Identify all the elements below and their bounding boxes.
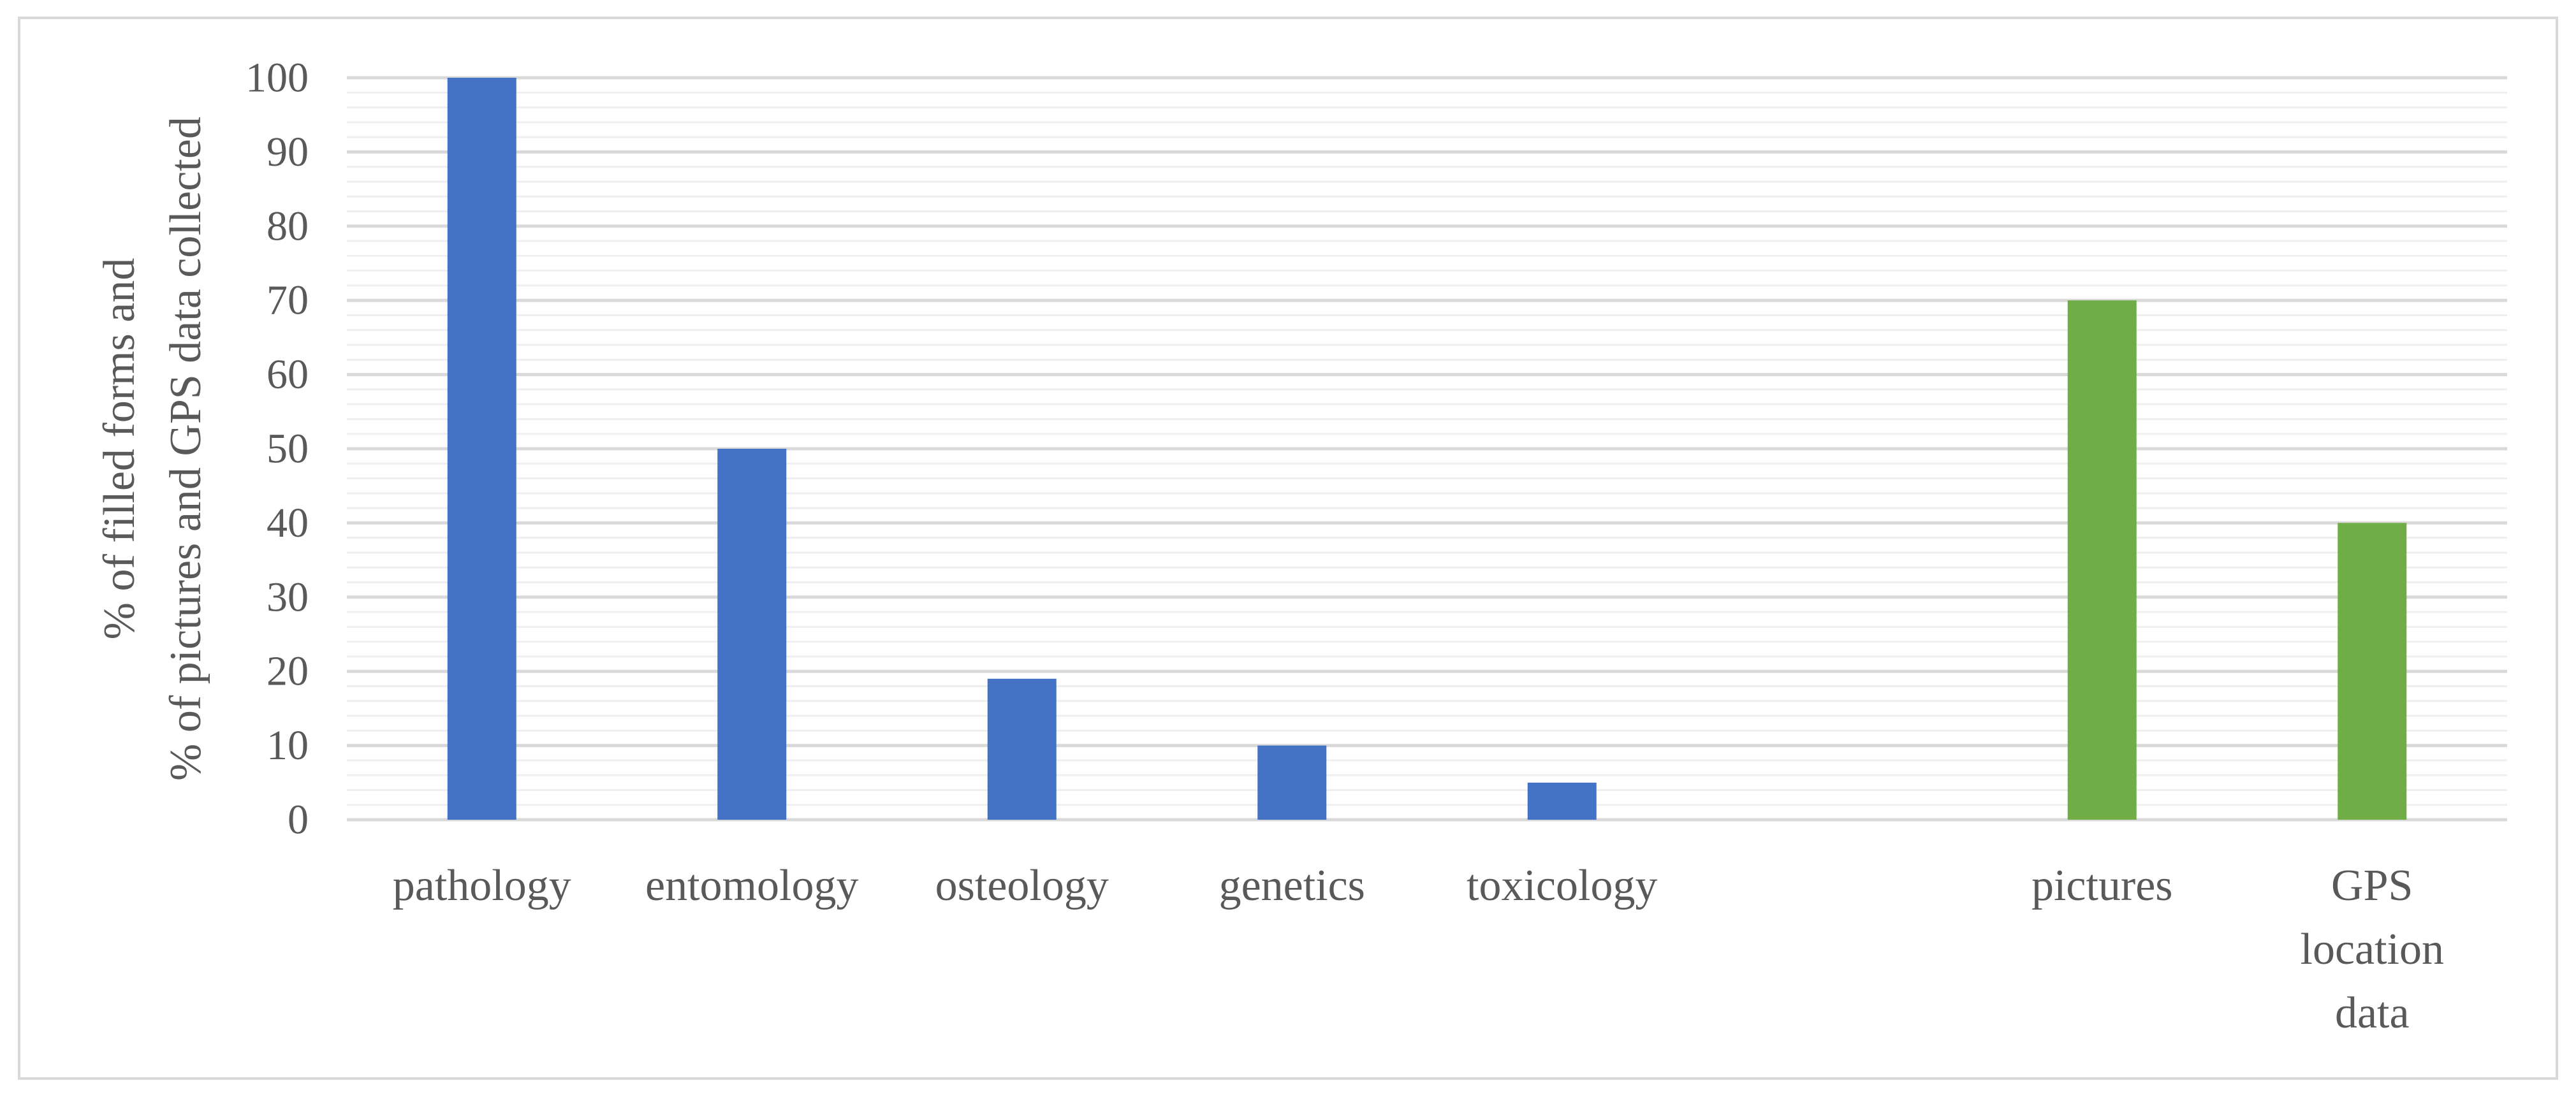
grid-lines bbox=[347, 76, 2507, 822]
x-category-label: GPS bbox=[2331, 861, 2413, 910]
x-category-label: pictures bbox=[2031, 861, 2173, 910]
x-axis-category-labels: pathology entomology osteology genetics toxi… bbox=[393, 861, 2444, 1038]
y-tick-label: 60 bbox=[267, 351, 309, 398]
y-tick-label: 0 bbox=[288, 797, 309, 843]
bar-chart: 0 10 20 30 40 50 60 70 80 90 100 pathology entomolo… bbox=[95, 55, 2507, 1038]
bar-osteology bbox=[987, 678, 1057, 820]
y-tick-label: 100 bbox=[245, 55, 309, 101]
y-tick-label: 50 bbox=[267, 426, 309, 472]
x-category-label: entomology bbox=[645, 861, 858, 910]
bar-pathology bbox=[447, 78, 516, 820]
bar-pictures bbox=[2067, 300, 2137, 820]
bars bbox=[447, 78, 2407, 820]
x-category-label: location bbox=[2301, 925, 2444, 974]
y-tick-label: 20 bbox=[267, 648, 309, 695]
bar-gps-location-data bbox=[2338, 523, 2407, 820]
y-tick-label: 80 bbox=[267, 203, 309, 249]
bar-genetics bbox=[1257, 745, 1327, 820]
y-tick-label: 90 bbox=[267, 129, 309, 175]
y-tick-label: 10 bbox=[267, 722, 309, 769]
x-category-label: osteology bbox=[935, 861, 1109, 910]
bar-toxicology bbox=[1527, 782, 1597, 820]
x-category-label: genetics bbox=[1219, 861, 1365, 910]
y-axis-tick-labels: 0 10 20 30 40 50 60 70 80 90 100 bbox=[245, 55, 309, 843]
x-category-label: data bbox=[2335, 989, 2410, 1038]
x-category-label: pathology bbox=[393, 861, 571, 910]
y-axis-title-line: % of filled forms and bbox=[95, 258, 144, 640]
y-axis-title-line: % of pictures and GPS data collected bbox=[161, 117, 210, 781]
y-tick-label: 30 bbox=[267, 574, 309, 620]
bar-entomology bbox=[717, 449, 787, 820]
chart-frame: 0 10 20 30 40 50 60 70 80 90 100 pathology entomolo… bbox=[18, 17, 2558, 1080]
y-axis-title: % of filled forms and % of pictures and G… bbox=[95, 117, 210, 781]
y-tick-label: 70 bbox=[267, 277, 309, 324]
x-category-label: toxicology bbox=[1467, 861, 1657, 910]
y-tick-label: 40 bbox=[267, 500, 309, 546]
